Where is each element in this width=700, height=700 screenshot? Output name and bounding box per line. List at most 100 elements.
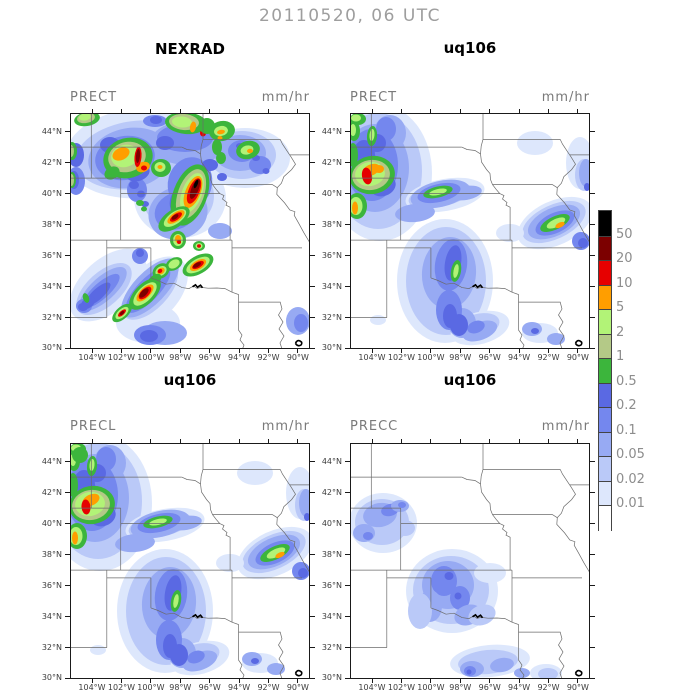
x-tick-label: 102°W	[387, 683, 416, 692]
colorbar-segment	[599, 505, 611, 531]
y-tick-label: 36°N	[41, 250, 62, 260]
x-tick-label: 96°W	[478, 683, 501, 692]
y-tick-mark	[65, 347, 70, 349]
colorbar-strip	[598, 210, 612, 531]
x-tick-mark	[91, 349, 93, 353]
y-tick-mark-right	[590, 492, 595, 494]
field-label: PRECT	[70, 90, 118, 105]
x-tick-label: 92°W	[257, 353, 280, 362]
precip-blob	[137, 190, 145, 198]
x-tick-mark-top	[401, 439, 402, 443]
precip-blob	[555, 221, 565, 229]
x-tick-label: 102°W	[387, 353, 416, 362]
state-border-line	[518, 301, 565, 349]
lake-outline	[472, 613, 484, 619]
x-tick-label: 104°W	[358, 353, 386, 362]
lake-outline	[472, 283, 484, 289]
state-border-line	[276, 469, 310, 574]
field-label: PRECC	[350, 419, 399, 434]
state-border-line	[212, 184, 278, 188]
y-tick-mark	[65, 131, 70, 133]
state-border-line	[238, 301, 285, 349]
x-tick-mark	[489, 349, 491, 353]
x-tick-mark-top	[430, 439, 432, 443]
map-panel-nexrad-prect	[70, 113, 310, 349]
units-label: mm/hr	[261, 419, 310, 434]
state-border-line	[480, 139, 484, 155]
x-tick-label: 94°W	[228, 353, 251, 362]
state-border-line	[231, 291, 245, 349]
y-tick-label: 32°N	[321, 312, 342, 322]
x-tick-label: 100°W	[417, 353, 445, 362]
precip-blob	[168, 259, 180, 269]
x-tick-mark-top	[548, 109, 549, 113]
y-tick-mark-right	[590, 523, 595, 525]
x-tick-mark-top	[297, 109, 299, 113]
x-tick-mark	[577, 679, 579, 683]
state-border-line	[518, 631, 565, 679]
y-tick-mark	[65, 317, 70, 319]
precip-blob	[395, 203, 435, 223]
colorbar-level-label: 10	[616, 275, 633, 291]
y-tick-mark	[345, 585, 350, 587]
y-tick-mark-right	[590, 554, 595, 556]
precip-blob	[579, 159, 590, 187]
state-border-line	[492, 184, 558, 188]
precip-blob	[189, 121, 197, 133]
x-tick-label: 90°W	[566, 353, 589, 362]
x-tick-mark	[297, 349, 299, 353]
y-tick-mark-right	[310, 616, 315, 618]
x-tick-mark	[179, 679, 181, 683]
field-row-1: PRECT mm/hr	[350, 90, 590, 105]
y-tick-mark	[65, 677, 70, 679]
y-tick-mark-right	[310, 523, 315, 525]
y-tick-label: 32°N	[41, 312, 62, 322]
precip-blob	[294, 314, 308, 332]
map-frame	[70, 113, 310, 349]
y-tick-mark-right	[310, 286, 315, 288]
state-border-line	[231, 621, 245, 679]
panel-title-uq106-precl: uq106	[163, 371, 217, 389]
y-tick-label: 36°N	[41, 580, 62, 590]
x-tick-label: 90°W	[566, 683, 589, 692]
x-tick-mark-top	[238, 109, 240, 113]
y-tick-label: 44°N	[41, 126, 62, 136]
precip-blob	[136, 249, 144, 257]
panel-title-nexrad: NEXRAD	[155, 40, 225, 58]
colorbar-segment	[599, 431, 611, 457]
precip-blob	[363, 532, 373, 540]
x-tick-label: 94°W	[508, 683, 531, 692]
y-tick-label: 34°N	[321, 281, 342, 291]
x-tick-mark	[121, 679, 122, 683]
y-tick-mark	[65, 647, 70, 649]
panel-title-uq106-precc: uq106	[443, 371, 497, 389]
map-frame	[70, 443, 310, 679]
y-tick-label: 42°N	[321, 157, 342, 167]
precip-blob	[192, 262, 202, 268]
precip-blob	[208, 223, 232, 239]
state-border-line	[212, 514, 278, 518]
x-tick-mark-top	[459, 439, 461, 443]
precip-blob	[468, 604, 496, 626]
map-panel-uq106-prect	[350, 113, 590, 349]
state-border-line	[461, 476, 501, 524]
y-tick-label: 30°N	[321, 673, 342, 682]
y-tick-label: 38°N	[41, 219, 62, 229]
y-tick-mark	[345, 347, 350, 349]
panel-title-uq106-prect: uq106	[443, 39, 497, 57]
x-tick-mark-top	[518, 109, 520, 113]
precip-blob	[216, 152, 226, 164]
y-tick-mark-right	[590, 162, 595, 164]
precip-blob	[275, 551, 285, 559]
colorbar-segment	[599, 260, 611, 286]
x-tick-mark	[401, 349, 402, 353]
precip-blob	[522, 322, 542, 336]
lake-outline	[294, 339, 303, 347]
colorbar-segment	[599, 309, 611, 335]
x-tick-mark-top	[548, 439, 549, 443]
precip-blob	[173, 594, 179, 608]
y-tick-mark	[345, 616, 350, 618]
precip-blob	[351, 114, 361, 122]
colorbar-segment	[599, 456, 611, 482]
